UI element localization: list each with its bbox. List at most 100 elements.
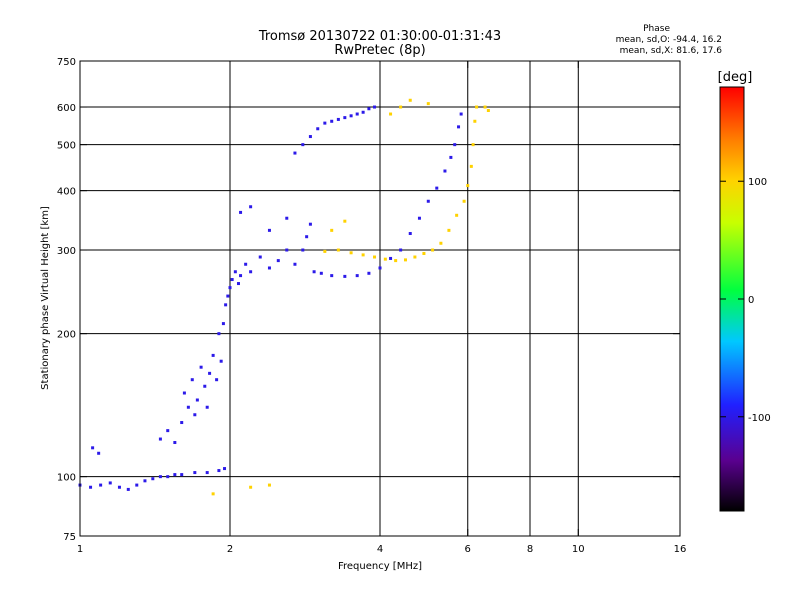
o-mode-point [173, 473, 177, 477]
o-mode-point [239, 210, 243, 214]
x-mode-point [408, 98, 412, 102]
x-tick-label: 6 [465, 544, 471, 555]
x-tick-label: 16 [674, 544, 687, 555]
o-mode-point [449, 155, 453, 159]
phase-legend-o: mean, sd,O: -94.4, 16.2 [616, 35, 722, 45]
o-mode-point [233, 270, 237, 274]
o-mode-point [97, 451, 101, 455]
o-mode-point [236, 282, 240, 286]
x-mode-point [349, 251, 353, 255]
o-mode-point [319, 271, 323, 275]
x-mode-point [473, 119, 477, 123]
o-mode-point [378, 266, 382, 270]
colorbar-tick-label: 100 [748, 177, 767, 188]
o-mode-point [186, 405, 190, 409]
o-mode-point [219, 359, 223, 363]
o-mode-point [267, 266, 271, 270]
o-mode-point [217, 332, 221, 336]
o-mode-point [435, 186, 439, 190]
o-mode-point [308, 135, 312, 139]
o-mode-point [108, 481, 112, 485]
x-mode-point [249, 485, 253, 489]
o-mode-point [343, 116, 347, 120]
o-mode-point [361, 110, 365, 114]
o-mode-point [276, 259, 280, 263]
o-mode-point [336, 117, 340, 121]
o-mode-point [459, 112, 463, 116]
phase-legend-x: mean, sd,X: 81.6, 17.6 [620, 46, 723, 56]
y-axis-label: Stationary phase Virtual Height [km] [40, 206, 51, 390]
x-mode-point [323, 249, 327, 253]
x-mode-point [475, 105, 479, 109]
x-mode-point [399, 105, 403, 109]
x-tick-label: 4 [377, 544, 383, 555]
x-tick-label: 8 [527, 544, 533, 555]
o-mode-point [158, 475, 162, 479]
o-mode-point [205, 405, 209, 409]
o-mode-point [244, 262, 248, 266]
colorbar-ticks: 100 0 -100 [720, 177, 771, 424]
x-mode-point [389, 112, 393, 116]
o-mode-point [89, 485, 93, 489]
o-mode-point [330, 274, 334, 278]
o-mode-point [301, 143, 305, 147]
o-mode-point [443, 169, 447, 173]
x-mode-point [439, 241, 443, 245]
o-mode-point [367, 271, 371, 275]
o-mode-point [389, 256, 393, 260]
x-axis-label: Frequency [MHz] [338, 561, 422, 572]
y-tick-label: 750 [57, 57, 76, 68]
o-mode-point [230, 278, 234, 282]
o-mode-point [323, 121, 327, 125]
y-tick-label: 100 [57, 473, 76, 484]
x-mode-point [373, 255, 377, 259]
o-mode-point [349, 114, 353, 118]
o-mode-point [226, 294, 230, 298]
o-mode-point [195, 398, 199, 402]
o-mode-point [330, 119, 334, 123]
o-mode-point [190, 378, 194, 382]
o-mode-point [228, 286, 232, 290]
o-mode-point [239, 274, 243, 278]
o-mode-point [408, 232, 412, 236]
o-mode-point [223, 467, 227, 471]
chart-title: Tromsø 20130722 01:30:00-01:31:43 [258, 29, 501, 44]
x-mode-point [431, 248, 435, 252]
x-mode-point [336, 248, 340, 252]
y-tick-label: 300 [57, 246, 76, 257]
o-mode-point [312, 270, 316, 274]
o-mode-point [180, 421, 184, 425]
x-mode-point [486, 108, 490, 112]
y-tick-label: 600 [57, 103, 76, 114]
x-mode-point [394, 259, 398, 263]
o-mode-point [135, 483, 139, 487]
x-mode-point [426, 102, 430, 106]
o-mode-point [457, 125, 461, 129]
x-mode-point [462, 199, 466, 203]
o-mode-point [211, 353, 215, 357]
o-mode-point [293, 151, 297, 155]
x-mode-point [211, 492, 215, 496]
o-mode-point [301, 248, 305, 252]
x-mode-point [483, 105, 487, 109]
o-mode-point [221, 322, 225, 326]
y-tick-label: 200 [57, 330, 76, 341]
o-mode-point [355, 112, 359, 116]
x-tick-label: 2 [227, 544, 233, 555]
o-mode-point [151, 477, 155, 481]
o-mode-point [343, 274, 347, 278]
x-tick-label: 10 [572, 544, 585, 555]
o-mode-point [367, 107, 371, 111]
o-mode-point [217, 469, 221, 473]
y-tick-label: 75 [63, 532, 76, 543]
o-mode-point [285, 248, 289, 252]
x-mode-point [455, 213, 459, 217]
x-mode-point [413, 255, 417, 259]
o-mode-point [126, 487, 130, 491]
o-mode-point [249, 205, 253, 209]
x-mode-point [469, 164, 473, 168]
o-mode-point [305, 235, 309, 239]
o-mode-point [258, 255, 262, 259]
axes: 1 2 4 6 8 10 16 75 100 200 300 400 500 600 750 [57, 57, 686, 555]
